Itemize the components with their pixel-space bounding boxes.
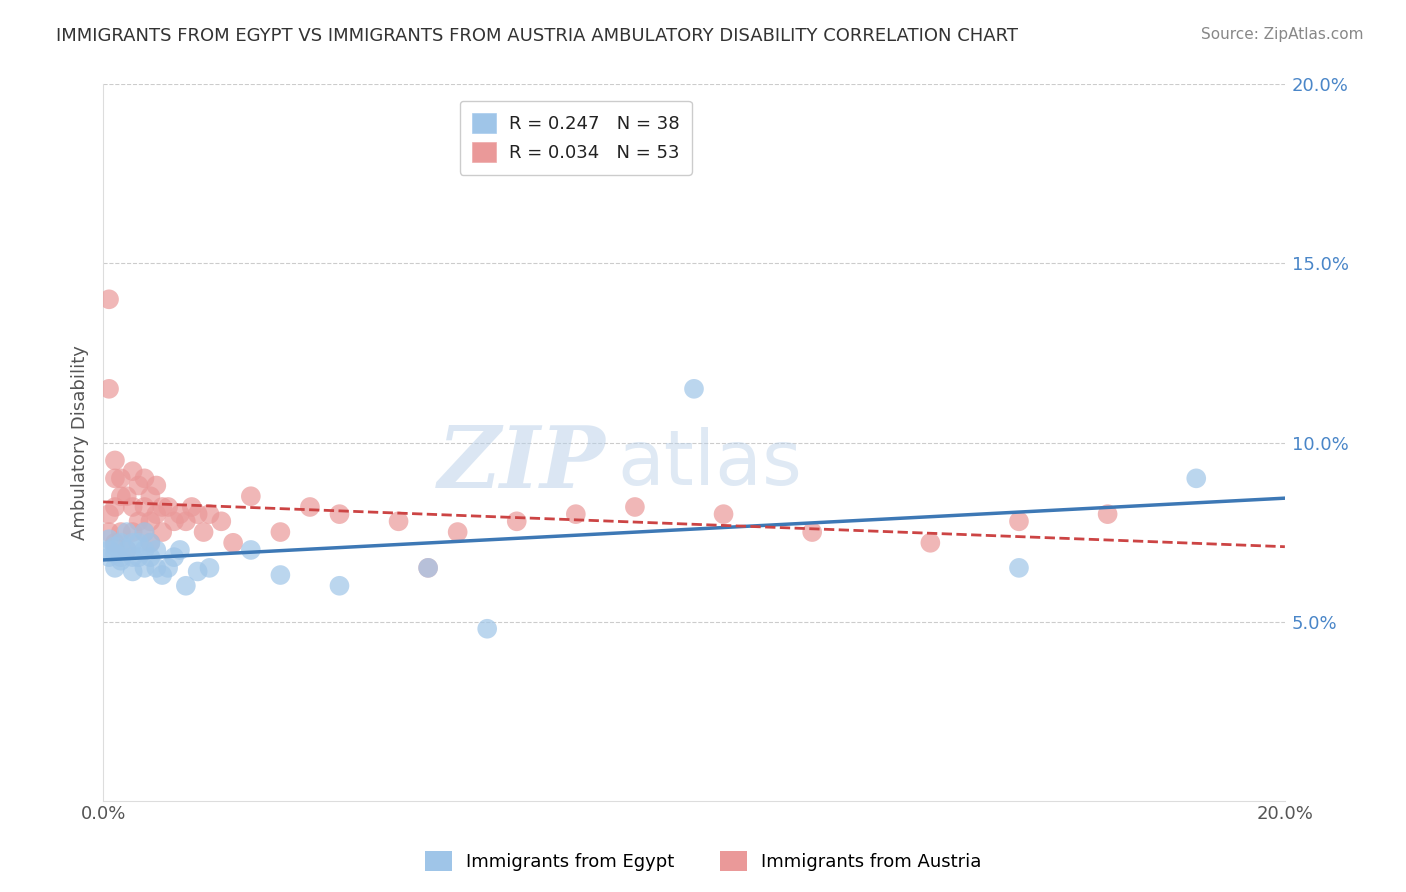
Point (115, 489, 138, 503)
Point (104, 561, 127, 575)
Point (163, 550, 186, 565)
Point (150, 568, 173, 582)
Point (174, 514, 197, 528)
Point (104, 500, 127, 514)
Point (98, 293, 121, 307)
Point (1008, 514, 1031, 528)
Point (145, 507, 167, 521)
Point (110, 524, 132, 539)
Point (416, 561, 439, 575)
Point (169, 507, 191, 521)
Text: Source: ZipAtlas.com: Source: ZipAtlas.com (1201, 27, 1364, 42)
Point (134, 561, 156, 575)
Point (110, 536, 132, 550)
Point (150, 500, 173, 514)
Point (269, 568, 291, 582)
Text: atlas: atlas (617, 427, 801, 501)
Point (121, 500, 143, 514)
Point (387, 514, 409, 528)
Point (139, 489, 162, 503)
Point (98, 543, 121, 558)
Point (145, 543, 167, 558)
Y-axis label: Ambulatory Disability: Ambulatory Disability (72, 345, 89, 540)
Point (683, 382, 706, 396)
Point (239, 543, 262, 558)
Point (134, 471, 156, 485)
Point (104, 536, 127, 550)
Point (98, 550, 121, 565)
Point (1097, 507, 1119, 521)
Point (1008, 561, 1031, 575)
Point (134, 500, 156, 514)
Point (128, 536, 150, 550)
Point (222, 536, 245, 550)
Point (150, 524, 173, 539)
Point (157, 500, 180, 514)
Point (209, 514, 232, 528)
Point (104, 540, 127, 554)
Point (157, 561, 180, 575)
Point (104, 453, 127, 467)
Point (115, 543, 138, 558)
Point (180, 500, 202, 514)
Point (98, 507, 121, 521)
Point (187, 565, 209, 579)
Point (298, 500, 321, 514)
Point (121, 536, 143, 550)
Point (139, 514, 162, 528)
Point (98, 532, 121, 546)
Point (110, 489, 132, 503)
Point (121, 565, 143, 579)
Point (134, 524, 156, 539)
Point (110, 554, 132, 568)
Point (110, 471, 132, 485)
Point (145, 561, 167, 575)
Point (128, 550, 150, 565)
Point (128, 514, 150, 528)
Point (416, 561, 439, 575)
Point (169, 543, 191, 558)
Point (163, 514, 186, 528)
Point (128, 478, 150, 492)
Point (98, 382, 121, 396)
Point (110, 550, 132, 565)
Point (198, 561, 221, 575)
Point (506, 514, 529, 528)
Point (446, 524, 468, 539)
Point (477, 622, 499, 636)
Point (139, 550, 162, 565)
Point (104, 471, 127, 485)
Point (98, 524, 121, 539)
Point (121, 550, 143, 565)
Point (134, 543, 156, 558)
Point (145, 478, 167, 492)
Point (134, 524, 156, 539)
Point (139, 536, 162, 550)
Point (115, 524, 138, 539)
Point (920, 536, 942, 550)
Point (801, 524, 824, 539)
Point (713, 507, 735, 521)
Text: IMMIGRANTS FROM EGYPT VS IMMIGRANTS FROM AUSTRIA AMBULATORY DISABILITY CORRELATI: IMMIGRANTS FROM EGYPT VS IMMIGRANTS FROM… (56, 27, 1018, 45)
Point (115, 543, 138, 558)
Point (104, 547, 127, 561)
Point (624, 500, 647, 514)
Legend: R = 0.247   N = 38, R = 0.034   N = 53: R = 0.247 N = 38, R = 0.034 N = 53 (460, 101, 692, 175)
Point (328, 507, 350, 521)
Point (565, 507, 588, 521)
Point (239, 489, 262, 503)
Point (1185, 471, 1208, 485)
Point (193, 524, 215, 539)
Point (139, 536, 162, 550)
Point (187, 507, 209, 521)
Point (198, 507, 221, 521)
Point (121, 464, 143, 478)
Point (121, 524, 143, 539)
Text: ZIP: ZIP (437, 422, 606, 506)
Legend: Immigrants from Egypt, Immigrants from Austria: Immigrants from Egypt, Immigrants from A… (418, 844, 988, 879)
Point (174, 579, 197, 593)
Point (328, 579, 350, 593)
Point (269, 524, 291, 539)
